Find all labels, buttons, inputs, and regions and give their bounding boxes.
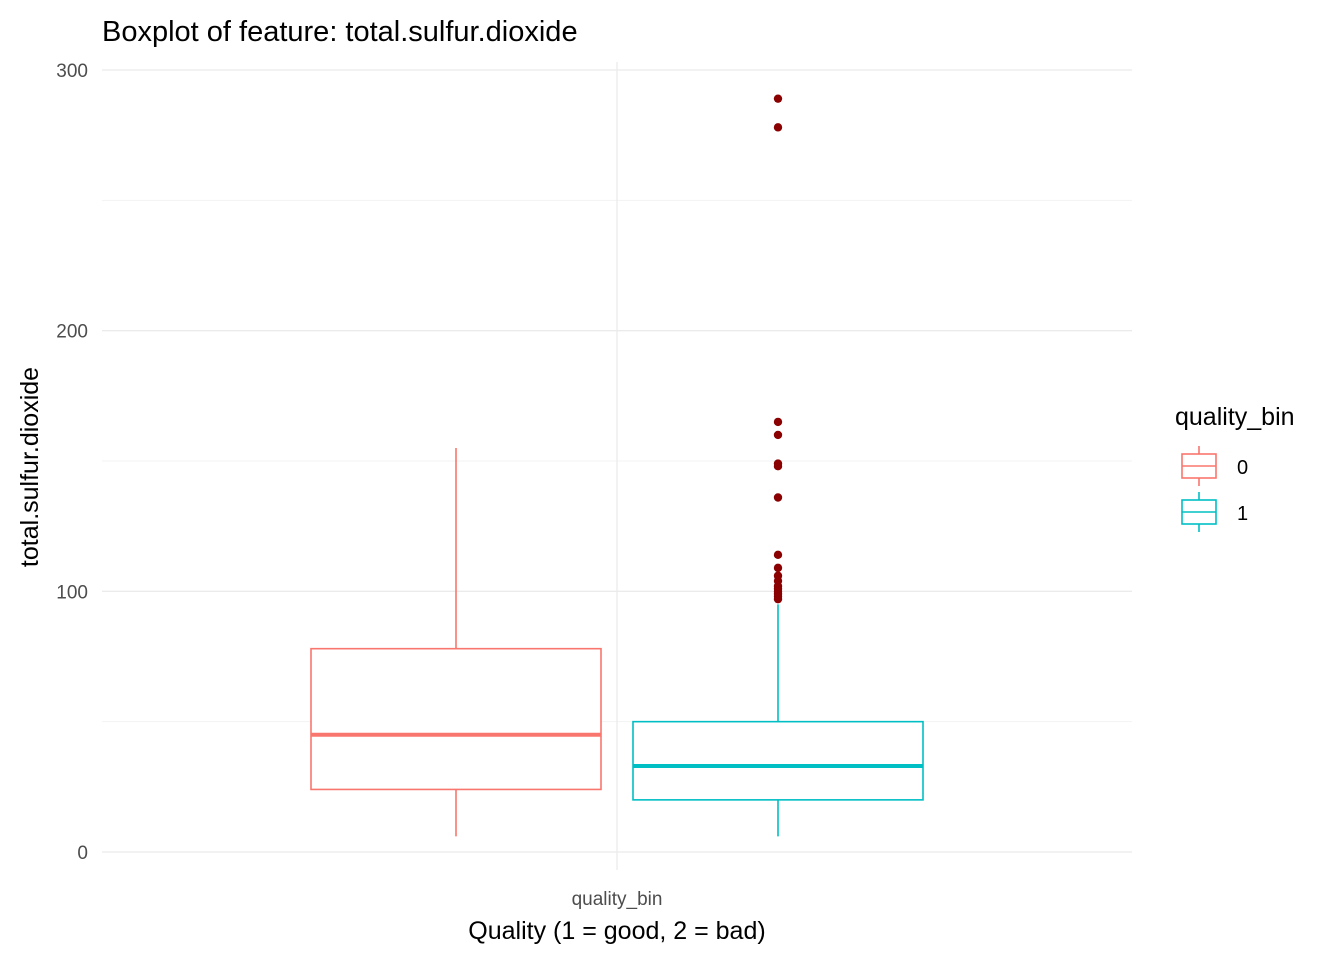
- legend-label-1: 1: [1237, 503, 1248, 525]
- legend-key-1: [1181, 492, 1217, 532]
- boxplot-group-1: [632, 604, 924, 837]
- legend-item-1: 1: [1181, 492, 1248, 532]
- outlier-point: [773, 462, 783, 471]
- legend-title: quality_bin: [1175, 403, 1295, 431]
- legend: quality_bin 01: [1175, 403, 1295, 532]
- y-tick-label: 300: [56, 61, 88, 82]
- outlier-point: [773, 594, 783, 604]
- x-tick-label: quality_bin: [572, 889, 663, 910]
- outlier-point: [773, 94, 783, 103]
- legend-item-0: 0: [1181, 446, 1248, 486]
- y-tick-label: 0: [77, 843, 88, 864]
- boxplot-group-0: [310, 447, 602, 837]
- legend-label-0: 0: [1237, 457, 1248, 479]
- x-axis-title: Quality (1 = good, 2 = bad): [468, 917, 765, 945]
- grid-lines: [102, 62, 1132, 870]
- y-tick-label: 100: [56, 582, 88, 603]
- y-tick-label: 200: [56, 322, 88, 343]
- chart-title: Boxplot of feature: total.sulfur.dioxide: [102, 16, 578, 48]
- outlier-point: [773, 563, 783, 573]
- outlier-point: [773, 550, 783, 560]
- iqr-box: [310, 647, 602, 791]
- outlier-point: [773, 417, 783, 427]
- outlier-points: [773, 94, 783, 604]
- y-axis-ticks: 0 100 200 300: [56, 61, 88, 864]
- legend-key-0: [1181, 446, 1217, 486]
- outlier-point: [773, 430, 783, 440]
- y-axis-title: total.sulfur.dioxide: [16, 367, 44, 567]
- boxplots: [310, 447, 924, 837]
- outlier-point: [773, 123, 783, 132]
- iqr-box: [632, 720, 924, 801]
- outlier-point: [773, 493, 783, 502]
- legend-items: 01: [1181, 446, 1248, 532]
